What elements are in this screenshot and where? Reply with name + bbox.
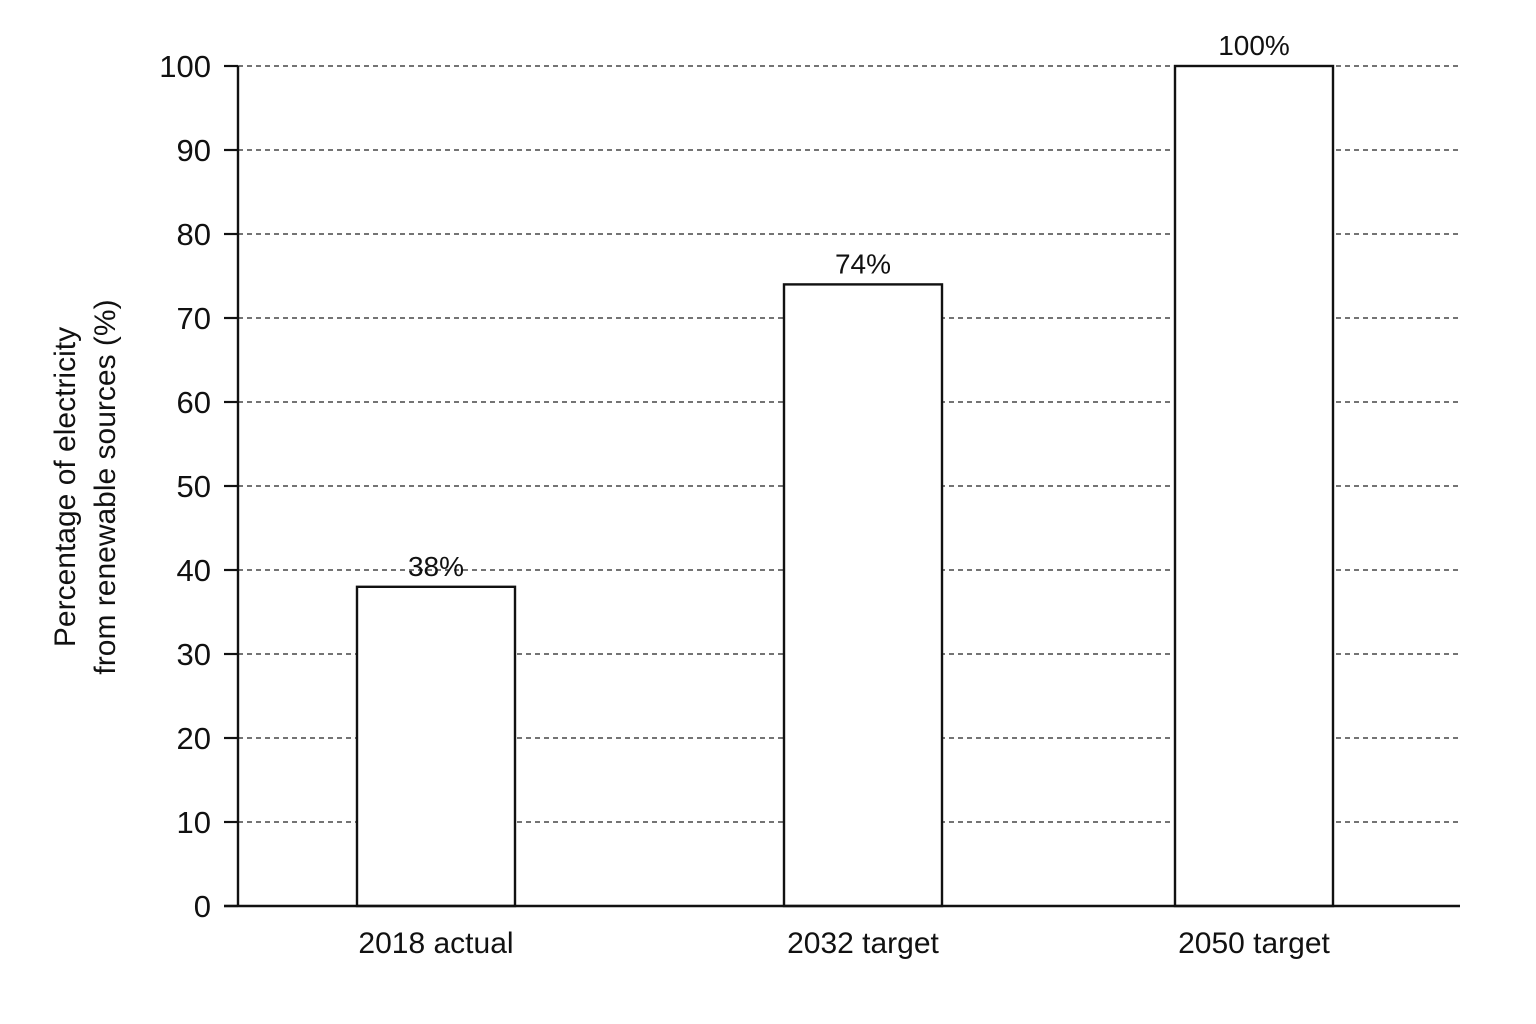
x-category-label: 2018 actual xyxy=(358,927,513,960)
y-tick-label-30: 30 xyxy=(177,637,211,672)
data-label: 74% xyxy=(835,248,891,279)
data-labels: 38% 74% 100% xyxy=(408,30,1290,582)
bar-2032-target xyxy=(782,283,944,908)
bar-2018-actual xyxy=(355,585,517,908)
y-tick-label-40: 40 xyxy=(177,553,211,588)
bar-2050-target xyxy=(1173,64,1335,908)
y-axis-title-line-2: from renewable sources (%) xyxy=(89,299,122,674)
x-category-label: 2032 target xyxy=(787,927,939,960)
y-tick-label-90: 90 xyxy=(177,133,211,168)
bars xyxy=(355,64,1335,908)
y-tick-label-50: 50 xyxy=(177,469,211,504)
data-label: 100% xyxy=(1218,30,1290,61)
x-category-label: 2050 target xyxy=(1178,927,1330,960)
y-tick-label-100: 100 xyxy=(159,49,211,84)
y-tick-label-80: 80 xyxy=(177,217,211,252)
y-tick-label-0: 0 xyxy=(194,889,211,924)
y-tick-label-20: 20 xyxy=(177,721,211,756)
y-axis-title-line-1: Percentage of electricity xyxy=(49,327,82,647)
x-axis-categories: 2018 actual 2032 target 2050 target xyxy=(358,927,1330,960)
y-axis-title: Percentage of electricity from renewable… xyxy=(49,299,122,674)
data-label: 38% xyxy=(408,551,464,582)
y-tick-label-10: 10 xyxy=(177,805,211,840)
y-tick-label-60: 60 xyxy=(177,385,211,420)
y-axis-ticks: 0 10 20 30 40 50 60 70 80 90 100 xyxy=(159,49,238,924)
y-tick-label-70: 70 xyxy=(177,301,211,336)
